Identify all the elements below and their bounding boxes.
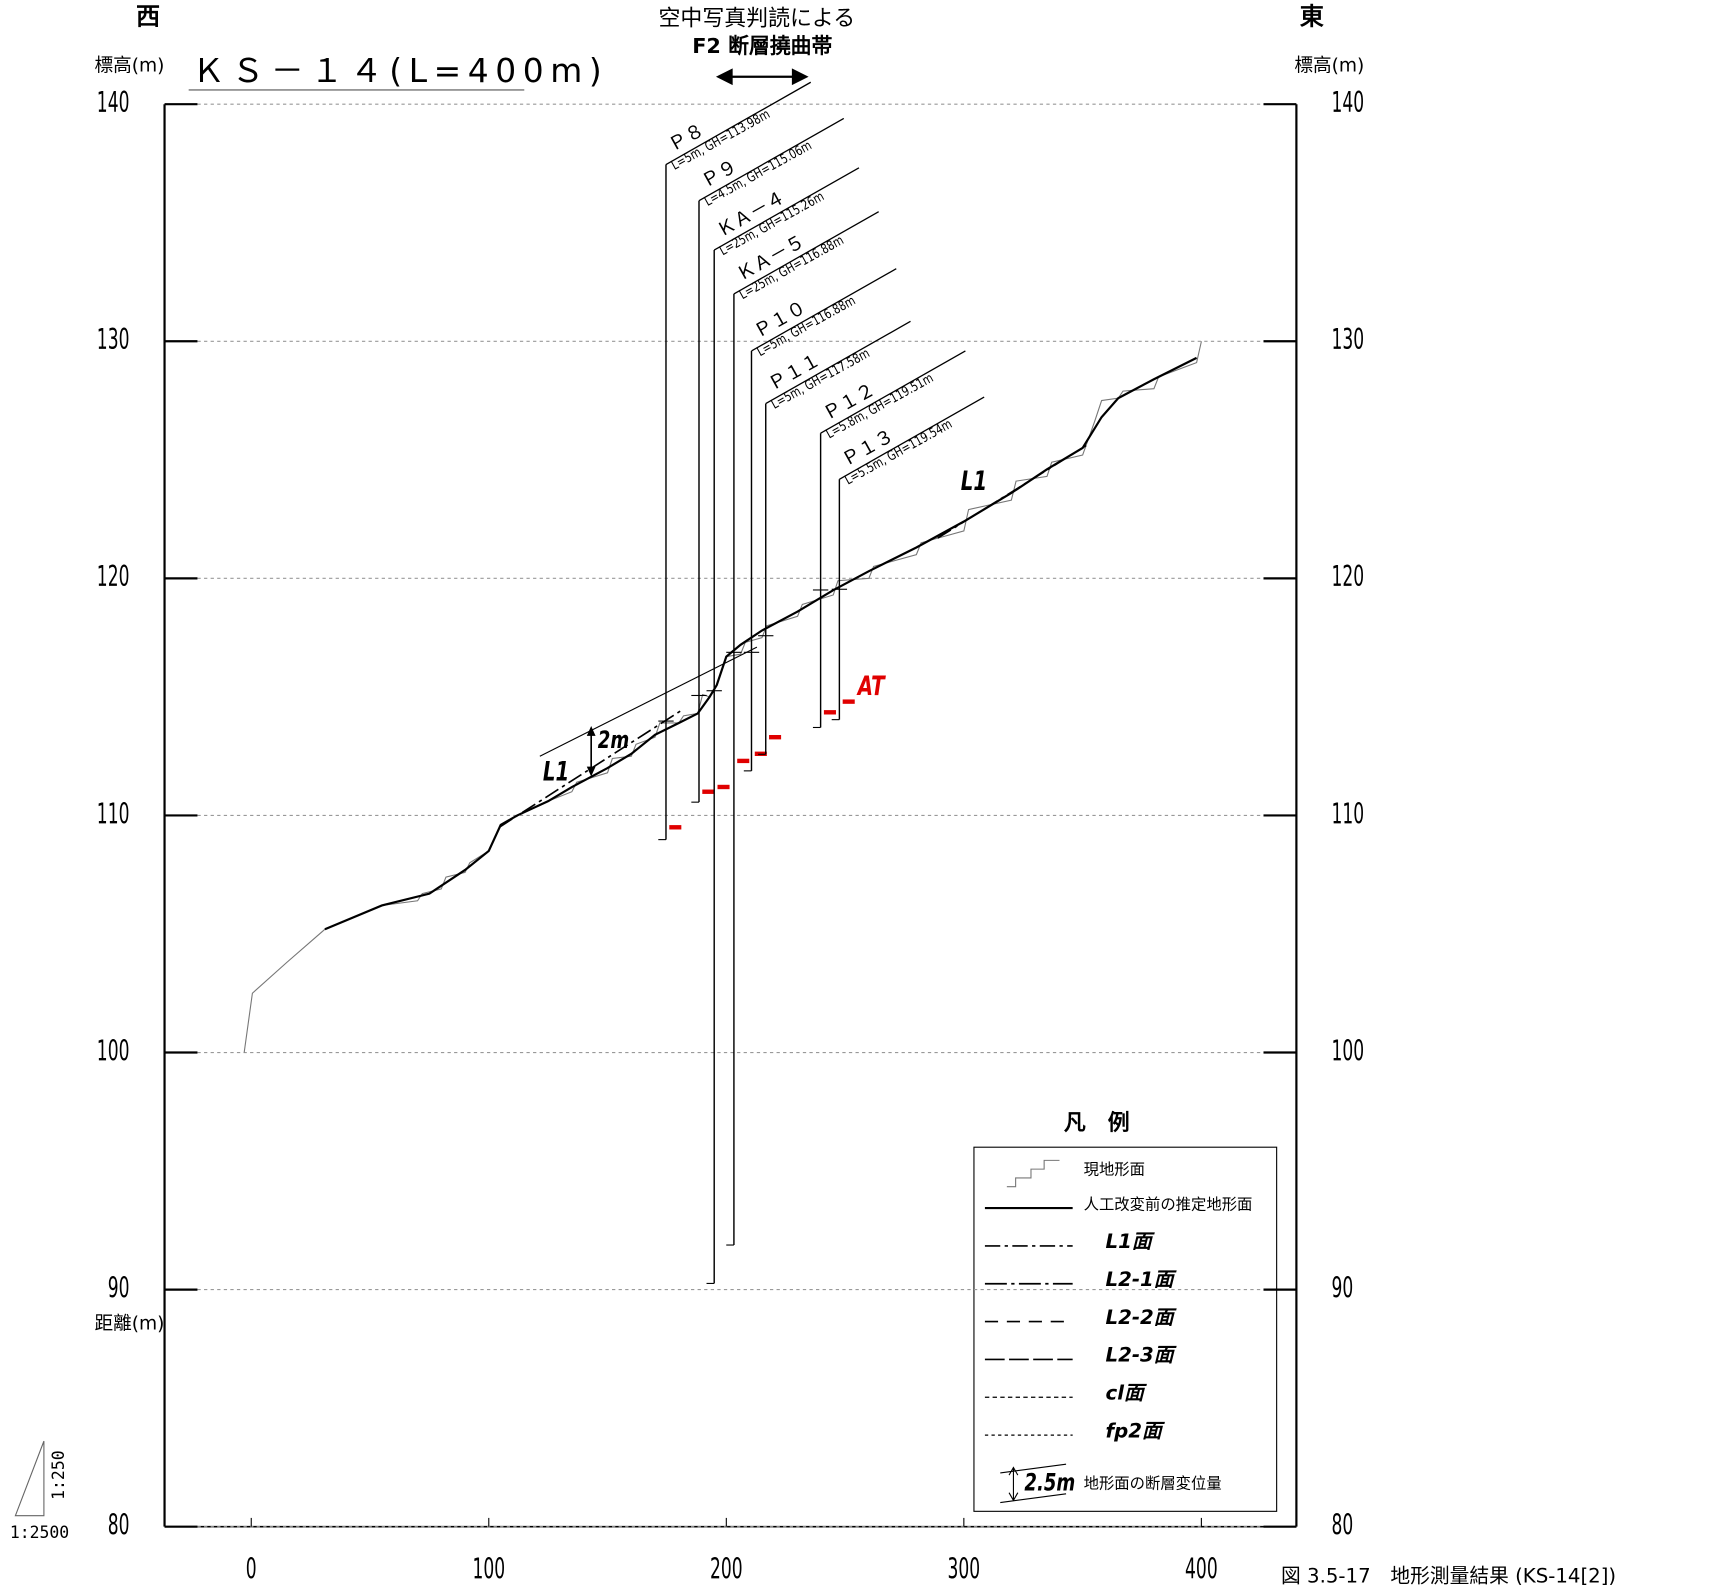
profile-line bbox=[498, 710, 681, 828]
legend-sample-label: 2.5m bbox=[1024, 1469, 1075, 1497]
y2-tick-label: 120 bbox=[1331, 560, 1364, 594]
fault-note: 空中写真判読による bbox=[658, 7, 855, 32]
y-tick-label: 140 bbox=[97, 85, 130, 119]
legend-label: fp2面 bbox=[1106, 1419, 1165, 1442]
x-tick-label: 300 bbox=[948, 1552, 981, 1586]
profile-line bbox=[937, 444, 1087, 539]
y-tick-label: 120 bbox=[97, 560, 130, 594]
scale-vertical: 1:250 bbox=[49, 1450, 68, 1499]
y-tick-label: 130 bbox=[97, 322, 130, 356]
borehole-leader bbox=[839, 396, 985, 480]
legend-sample bbox=[1006, 1159, 1060, 1188]
y-tick-label: 110 bbox=[97, 797, 130, 831]
borehole-leader bbox=[713, 167, 860, 251]
x-tick-label: 100 bbox=[472, 1552, 505, 1586]
y-tick-label: 90 bbox=[108, 1271, 130, 1305]
profile-line bbox=[324, 356, 1198, 931]
x-axis-label: 距離(m) bbox=[94, 1313, 164, 1334]
annotation: 2m bbox=[598, 727, 629, 755]
borehole-leader bbox=[698, 117, 845, 202]
x-tick-label: 200 bbox=[710, 1552, 743, 1586]
borehole-leader bbox=[733, 211, 880, 295]
y2-tick-label: 80 bbox=[1331, 1508, 1353, 1542]
scale-horizontal: 1:2500 bbox=[10, 1523, 69, 1542]
y2-axis-label: 標高(m) bbox=[1294, 55, 1364, 76]
fault-name: F2 断層撓曲帯 bbox=[692, 34, 832, 58]
legend-label: cl面 bbox=[1106, 1381, 1147, 1404]
legend-title: 凡 例 bbox=[1064, 1111, 1130, 1136]
profile-line bbox=[539, 646, 758, 757]
y-tick-label: 80 bbox=[108, 1508, 130, 1542]
legend-label: 人工改変前の推定地形面 bbox=[1084, 1195, 1253, 1213]
y2-tick-label: 140 bbox=[1331, 85, 1364, 119]
borehole-leader bbox=[765, 320, 911, 405]
legend-label: 地形面の断層変位量 bbox=[1084, 1474, 1222, 1492]
x-tick-label: 0 bbox=[246, 1552, 257, 1586]
scale-triangle bbox=[14, 1440, 45, 1517]
legend-label: L2-2面 bbox=[1106, 1306, 1177, 1329]
borehole-leader bbox=[751, 268, 897, 352]
west-label: 西 bbox=[136, 3, 160, 31]
borehole-leader bbox=[665, 81, 812, 166]
borehole-leader bbox=[820, 350, 966, 434]
caption: 図 3.5-17 地形測量結果 (KS-14[2]) bbox=[1281, 1565, 1616, 1587]
annotation: AT bbox=[856, 671, 886, 702]
y2-tick-label: 110 bbox=[1331, 797, 1364, 831]
legend-box bbox=[973, 1146, 1278, 1512]
annotation: L1 bbox=[961, 466, 987, 497]
legend-label: 現地形面 bbox=[1084, 1161, 1145, 1179]
legend-label: L2-1面 bbox=[1106, 1268, 1177, 1291]
y2-tick-label: 130 bbox=[1331, 322, 1364, 356]
chart-title: ＫＳ－１４(L=400m) bbox=[192, 51, 608, 90]
east-label: 東 bbox=[1300, 3, 1324, 31]
x-tick-label: 400 bbox=[1185, 1552, 1218, 1586]
y2-tick-label: 90 bbox=[1331, 1271, 1353, 1305]
profile-line bbox=[243, 341, 1202, 1053]
fault-arrow bbox=[715, 68, 809, 86]
annotation: L1 bbox=[543, 757, 569, 788]
legend-label: L2-3面 bbox=[1106, 1344, 1177, 1367]
y-axis-label: 標高(m) bbox=[94, 55, 164, 76]
y2-tick-label: 100 bbox=[1331, 1034, 1364, 1068]
legend-label: L1面 bbox=[1106, 1230, 1155, 1253]
legend-sample bbox=[1000, 1463, 1067, 1504]
y-tick-label: 100 bbox=[97, 1034, 130, 1068]
